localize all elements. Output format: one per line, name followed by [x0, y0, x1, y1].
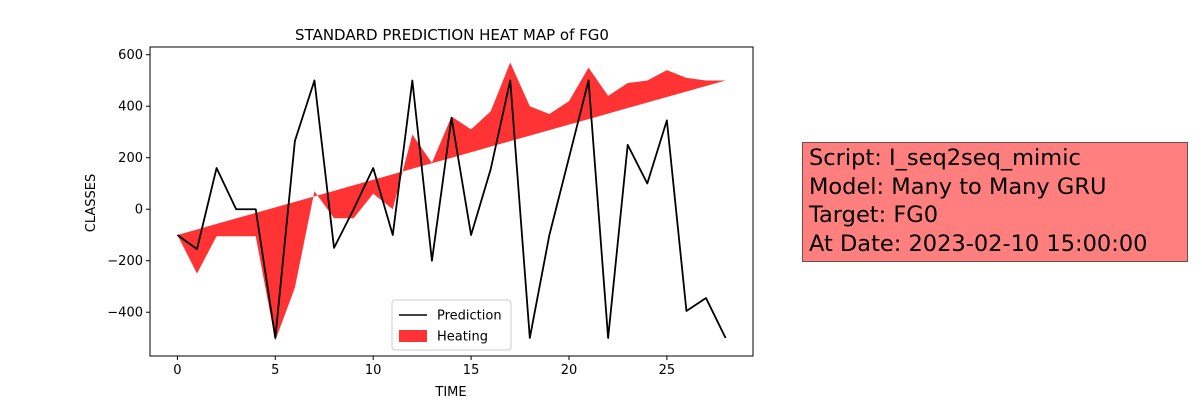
- x-tick-label: 0: [173, 363, 181, 378]
- heating-area: [177, 62, 726, 341]
- y-tick-label: −400: [107, 306, 143, 321]
- prediction-line: [176, 79, 727, 339]
- legend-heating-label: Heating: [437, 330, 488, 345]
- info-model: Model: Many to Many GRU: [809, 173, 1107, 200]
- y-tick-label: 200: [118, 151, 143, 166]
- y-axis-label: CLASSES: [84, 174, 99, 232]
- legend-heating-swatch: [399, 330, 427, 342]
- x-axis-label: TIME: [434, 385, 466, 400]
- legend: Prediction Heating: [391, 299, 512, 351]
- y-tick-label: −200: [107, 254, 143, 269]
- x-tick-label: 25: [659, 363, 676, 378]
- info-date: At Date: 2023-02-10 15:00:00: [809, 230, 1148, 257]
- chart-title: STANDARD PREDICTION HEAT MAP of FG0: [295, 26, 609, 44]
- plot-area: 0 5 10 15 20 25 −400 −200 0 200 400 600: [107, 46, 754, 378]
- x-tick-label: 15: [463, 363, 480, 378]
- info-target: Target: FG0: [809, 202, 939, 228]
- info-box: Script: I_seq2seq_mimic Model: Many to M…: [802, 142, 1188, 262]
- plot-frame: [149, 46, 754, 357]
- x-tick-label: 10: [365, 363, 382, 378]
- x-tick-label: 5: [271, 363, 279, 378]
- y-tick-label: 600: [118, 48, 143, 63]
- legend-prediction-label: Prediction: [437, 309, 502, 324]
- x-tick-label: 20: [561, 363, 578, 378]
- y-tick-label: 400: [118, 100, 143, 115]
- info-script: Script: I_seq2seq_mimic: [809, 145, 1081, 171]
- y-tick-label: 0: [135, 203, 143, 218]
